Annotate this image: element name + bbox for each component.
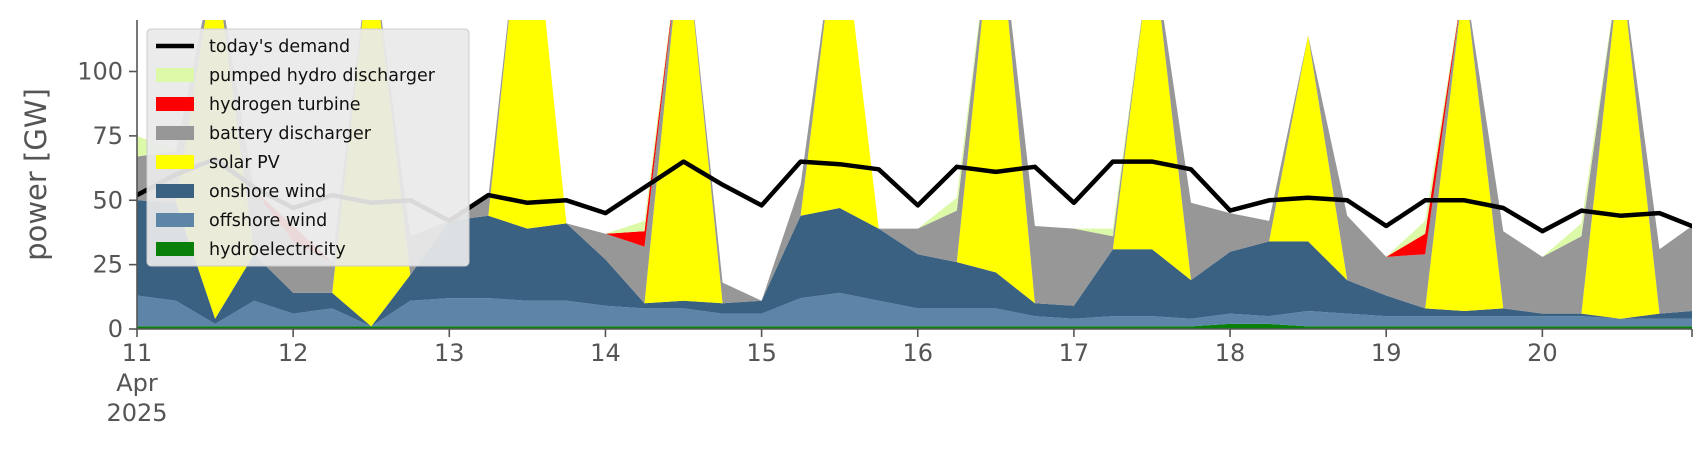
y-tick-label: 0: [108, 315, 123, 343]
x-tick-label: 19: [1371, 339, 1402, 367]
legend-swatch-offshore-wind: [156, 213, 194, 227]
legend-label-battery-discharger: battery discharger: [209, 124, 372, 144]
x-tick-label: 12: [278, 339, 309, 367]
x-tick-label: 18: [1215, 339, 1246, 367]
area-battery-discharger: [137, 20, 1692, 314]
legend-label-offshore-wind: offshore wind: [209, 211, 327, 231]
legend-swatch-battery-discharger: [156, 126, 194, 140]
x-tick-month-label: Apr: [116, 369, 158, 397]
area-onshore-wind: [137, 200, 1692, 327]
x-tick-label: 17: [1059, 339, 1090, 367]
legend-swatch-pumped-hydro-discharger: [156, 68, 194, 82]
legend-label-hydroelectricity: hydroelectricity: [209, 240, 346, 260]
x-tick-label: 13: [434, 339, 465, 367]
y-tick-label: 100: [77, 58, 123, 86]
legend-swatch-hydrogen-turbine: [156, 97, 194, 111]
area-hydroelectricity: [137, 323, 1692, 329]
legend-label-today-s-demand: today's demand: [209, 37, 350, 57]
area-solar-pv: [137, 20, 1692, 327]
area-series-group: [137, 20, 1692, 329]
legend-label-hydrogen-turbine: hydrogen turbine: [209, 95, 361, 115]
y-tick-label: 75: [92, 122, 123, 150]
legend-label-pumped-hydro-discharger: pumped hydro discharger: [209, 66, 436, 86]
legend-swatch-solar-pv: [156, 155, 194, 169]
x-tick-year-label: 2025: [106, 399, 167, 427]
legend-label-onshore-wind: onshore wind: [209, 182, 326, 202]
legend-swatch-onshore-wind: [156, 184, 194, 198]
x-tick-label: 11: [122, 339, 153, 367]
y-axis-label: power [GW]: [19, 88, 53, 261]
legend: today's demand pumped hydro discharger hyd…: [146, 28, 470, 267]
y-tick-label: 25: [92, 251, 123, 279]
x-tick-label: 15: [746, 339, 777, 367]
legend-swatch-hydroelectricity: [156, 242, 194, 256]
legend-box: [146, 28, 470, 267]
legend-label-solar-pv: solar PV: [209, 153, 280, 173]
x-tick-label: 14: [590, 339, 621, 367]
x-tick-label: 20: [1527, 339, 1558, 367]
y-tick-label: 50: [92, 186, 123, 214]
area-offshore-wind: [137, 292, 1692, 327]
x-tick-label: 16: [902, 339, 933, 367]
